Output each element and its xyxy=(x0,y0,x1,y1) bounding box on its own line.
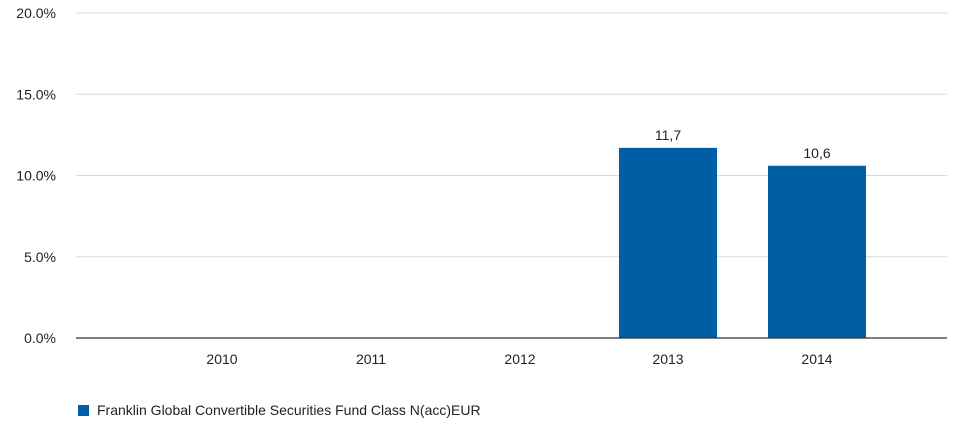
legend: Franklin Global Convertible Securities F… xyxy=(78,402,481,418)
legend-label: Franklin Global Convertible Securities F… xyxy=(97,402,481,418)
y-tick-label: 0.0% xyxy=(24,330,56,346)
data-label-2013: 11,7 xyxy=(655,127,681,143)
legend-swatch xyxy=(78,404,89,416)
x-tick-label: 2010 xyxy=(206,351,237,367)
bar-chart: 0.0% 5.0% 10.0% 15.0% 20.0% 11,7 10,6 2010 2011 2… xyxy=(16,5,947,367)
bar-2013 xyxy=(619,147,717,338)
bar-2014 xyxy=(768,165,866,338)
y-tick-label: 10.0% xyxy=(16,168,56,184)
x-tick-label: 2014 xyxy=(801,351,832,367)
x-tick-label: 2011 xyxy=(356,351,386,367)
data-label-2014: 10,6 xyxy=(803,145,830,161)
x-tick-label: 2013 xyxy=(652,351,683,367)
y-tick-label: 5.0% xyxy=(24,249,56,265)
y-tick-label: 20.0% xyxy=(16,5,56,21)
labels: 0.0% 5.0% 10.0% 15.0% 20.0% 11,7 10,6 2010 2011 2… xyxy=(16,5,832,367)
bars xyxy=(619,147,866,338)
x-tick-label: 2012 xyxy=(504,351,535,367)
y-tick-label: 15.0% xyxy=(16,86,56,102)
